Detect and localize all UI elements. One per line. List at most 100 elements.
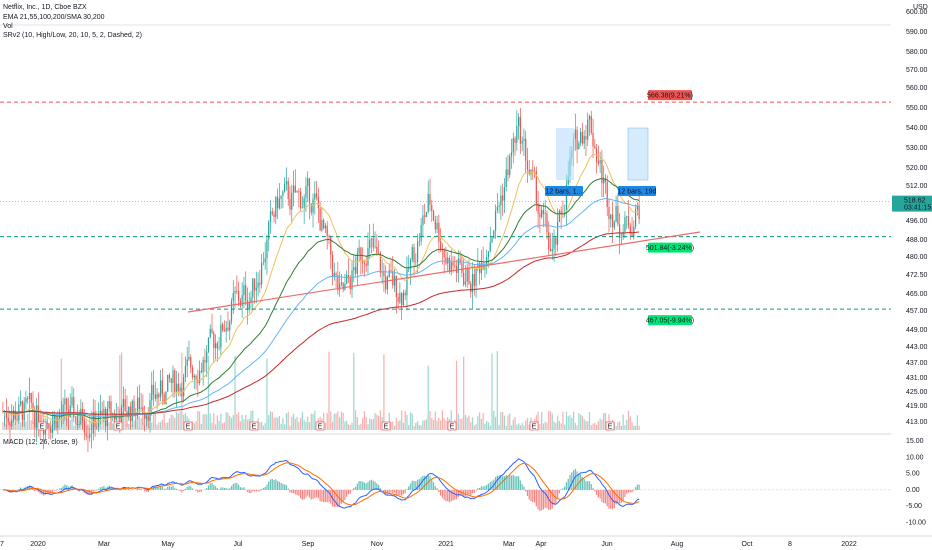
volume-bar-28	[51, 411, 54, 430]
macd-hist-212	[377, 484, 380, 490]
volume-bar-108	[193, 423, 195, 430]
macd-hist-205	[365, 483, 367, 490]
moving-averages	[2, 153, 640, 424]
macd-hist-337	[599, 489, 601, 499]
candle-body-98	[175, 383, 178, 392]
time-tick-6: Nov	[371, 541, 384, 548]
volume-bar-336	[597, 421, 599, 430]
candle-body-246	[438, 222, 440, 242]
volume-bar-320	[569, 415, 571, 430]
volume-bar-310	[551, 413, 553, 430]
candle-body-68	[122, 399, 125, 407]
candle-body-168	[299, 191, 302, 209]
volume-bar-78	[140, 418, 142, 430]
candle-body-116	[207, 337, 210, 352]
price-tick-8: 520.00	[906, 165, 928, 172]
volume-bar-295	[525, 420, 527, 430]
macd-hist-156	[278, 481, 280, 490]
macd-hist-253	[450, 489, 452, 502]
candle-body-332	[590, 116, 592, 133]
candle-body-336	[597, 161, 599, 164]
candle-body-199	[354, 267, 357, 274]
macd-hist-73	[131, 488, 133, 490]
volume-bar-355	[631, 421, 633, 430]
macd-hist-97	[174, 488, 176, 490]
candle-body-73	[131, 400, 133, 422]
macd-hist-261	[464, 489, 467, 497]
candle-body-93	[167, 374, 169, 392]
candle-body-297	[528, 169, 530, 175]
candle-body-17	[32, 402, 34, 412]
candle-body-14	[27, 398, 29, 400]
macd-hist-117	[209, 483, 211, 490]
candle-body-166	[296, 191, 298, 193]
symbol-legend[interactable]: Netflix, Inc., 1D, Cboe BZX	[3, 4, 87, 11]
candle-body-213	[379, 253, 381, 273]
macd-hist-197	[351, 489, 353, 491]
candle-body-91	[163, 394, 165, 405]
macd-hist-20	[37, 489, 39, 493]
candle-body-120	[214, 343, 217, 349]
volume-bar-193	[344, 421, 346, 430]
volume-bar-311	[553, 421, 555, 430]
volume-bar-174	[310, 413, 312, 430]
macd-hist-110	[197, 489, 199, 493]
volume-legend[interactable]: Vol	[3, 23, 13, 30]
macd-hist-243	[432, 482, 435, 490]
candle-body-300	[533, 170, 536, 172]
bars-right-label-bg	[618, 186, 656, 196]
earnings-marker-e8-bg	[529, 421, 539, 431]
macd-hist-152	[271, 478, 273, 490]
macd-hist-234	[416, 479, 419, 490]
macd-hist-238	[424, 475, 426, 490]
macd-hist-174	[310, 489, 312, 500]
volume-bar-138	[246, 419, 249, 430]
ema-legend[interactable]: EMA 21,55,100,200/SMA 30,200	[3, 14, 105, 21]
volume-bar-111	[198, 411, 201, 430]
volume-bar-54	[97, 416, 100, 430]
macd-hist-6	[12, 489, 15, 491]
volume-bar-75	[135, 418, 137, 430]
candle-body-127	[227, 327, 229, 331]
macd-hist-218	[388, 489, 390, 494]
macd-hist-206	[367, 482, 369, 490]
macd-legend[interactable]: MACD (12, 26, close, 9)	[3, 439, 78, 446]
volume-bar-166	[296, 416, 298, 430]
macd-hist-133	[237, 484, 240, 490]
volume-bar-98	[175, 411, 178, 430]
earnings-marker-e8: E	[532, 424, 537, 431]
candle-body-114	[204, 359, 206, 363]
candle-body-273	[486, 256, 488, 266]
macd-hist-131	[234, 482, 236, 490]
macd-hist-138	[246, 489, 249, 492]
macd-hist-129	[230, 485, 233, 490]
candle-body-61	[110, 401, 112, 414]
volume-bar-19	[35, 416, 38, 430]
volume-bar-10	[19, 422, 22, 430]
volume-bar-95	[170, 414, 172, 430]
candle-body-146	[261, 262, 263, 285]
macd-hist-356	[633, 489, 635, 491]
macd-hist-18	[34, 489, 36, 492]
macd-hist-177	[315, 489, 318, 498]
macd-hist-331	[588, 481, 591, 490]
macd-hist-208	[370, 479, 373, 490]
macd-hist-295	[525, 489, 527, 492]
macd-hist-146	[261, 489, 263, 490]
macd-hist-159	[284, 484, 286, 490]
candle-body-222	[395, 276, 397, 298]
volume-bar-247	[440, 420, 442, 430]
earnings-marker-e2: E	[116, 424, 121, 431]
srv2-legend[interactable]: SRv2 (10, High/Low, 20, 10, 5, 2, Dashed…	[3, 32, 142, 39]
price-tick-5: 550.00	[906, 105, 928, 112]
volume-bar-351	[624, 425, 626, 430]
candle-body-23	[43, 428, 45, 435]
volume-bar-160	[285, 413, 288, 430]
candle-body-285	[507, 169, 509, 176]
volume-bar-233	[415, 422, 417, 430]
macd-hist-136	[243, 487, 245, 490]
volume-bar-293	[521, 422, 523, 430]
macd-hist-107	[191, 488, 194, 490]
candle-body-342	[608, 207, 610, 220]
candle-body-241	[429, 194, 431, 206]
